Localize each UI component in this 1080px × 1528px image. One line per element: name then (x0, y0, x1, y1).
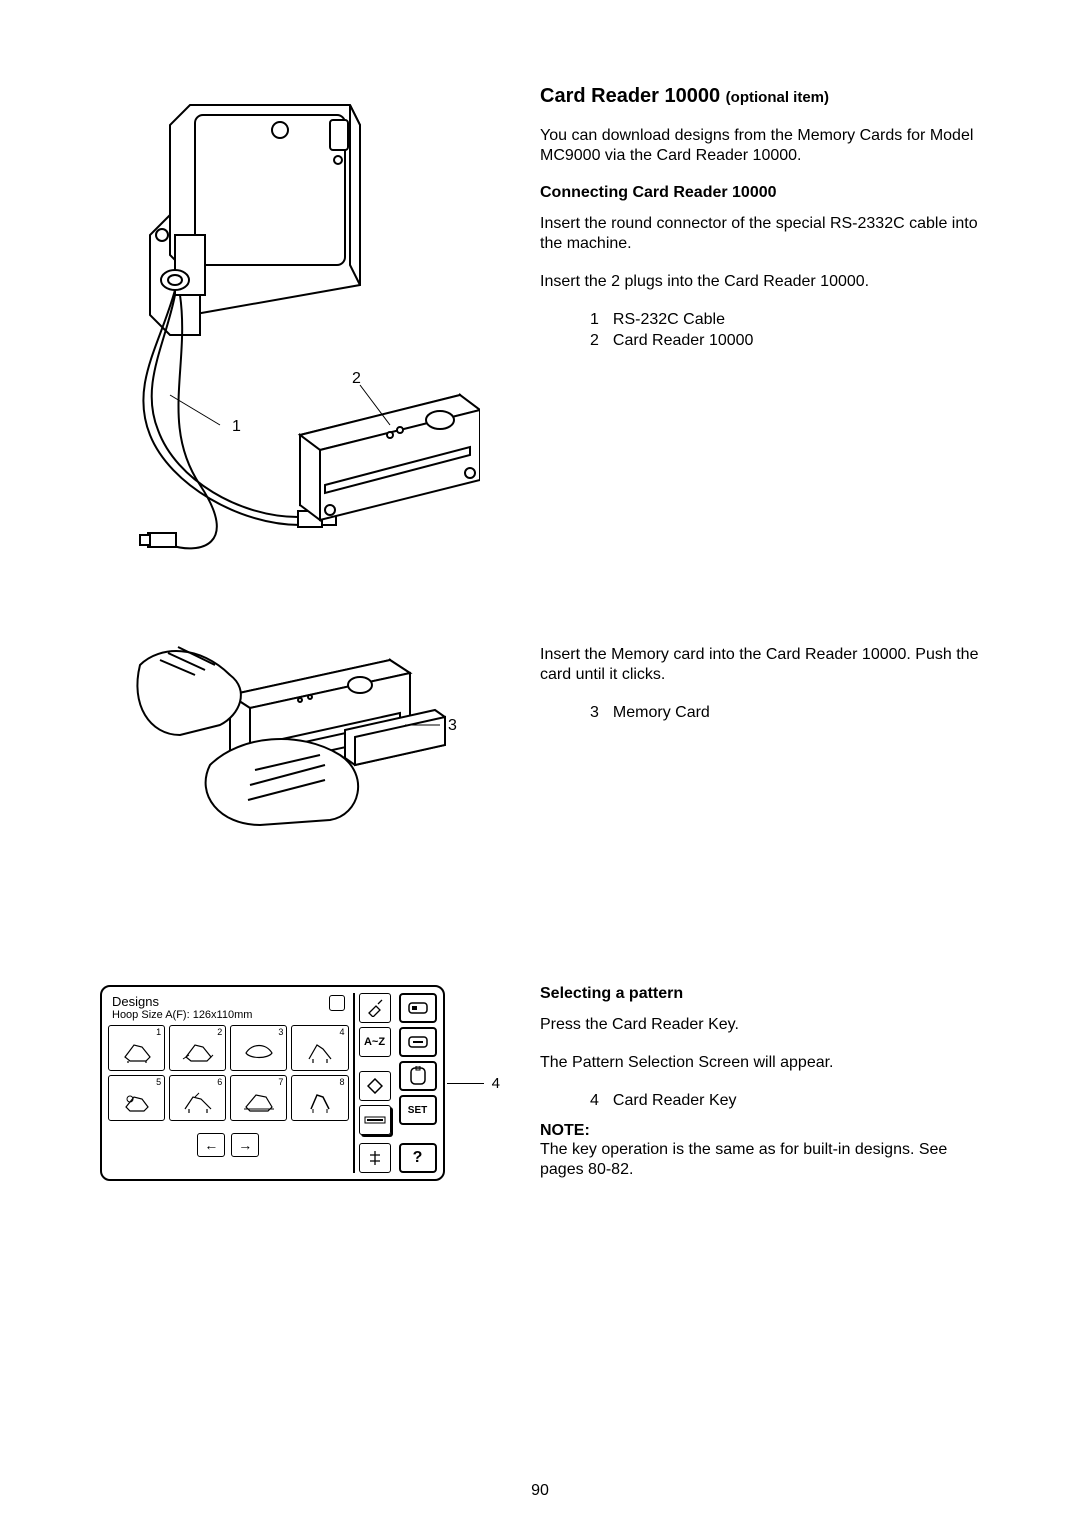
design-cell-7[interactable]: 7 (230, 1075, 287, 1121)
connection-diagram-svg: 1 2 (100, 85, 480, 565)
list-num-1: 1 (590, 310, 599, 331)
design-grid: 1 2 3 4 5 6 7 8 (108, 1025, 349, 1121)
screen-title: Designs (112, 995, 345, 1009)
section-selecting-pattern: Designs Hoop Size A(F): 126x110mm 1 2 3 … (100, 985, 990, 1181)
design-cell-8[interactable]: 8 (291, 1075, 348, 1121)
connect-step-1: Insert the round connector of the specia… (540, 214, 990, 254)
callout-1: 1 (232, 418, 241, 435)
design-cell-1[interactable]: 1 (108, 1025, 165, 1071)
az-button[interactable]: A~Z (359, 1027, 391, 1057)
callout-leader-4 (447, 1083, 484, 1084)
mode-button-2[interactable] (399, 1027, 437, 1057)
note-block: NOTE: The key operation is the same as f… (540, 1122, 990, 1180)
screen-header: Designs Hoop Size A(F): 126x110mm (108, 993, 349, 1025)
section-memory-card: 3 Insert the Memory card into the Card R… (100, 635, 990, 865)
screen-side-column-1: A~Z (353, 993, 391, 1173)
section-title: Card Reader 10000 (optional item) (540, 85, 990, 108)
page-prev-button[interactable]: ← (197, 1133, 225, 1157)
page-next-button[interactable]: → (231, 1133, 259, 1157)
design-cell-3[interactable]: 3 (230, 1025, 287, 1071)
note-text: The key operation is the same as for bui… (540, 1141, 947, 1178)
illustration-insert-card: 3 (100, 635, 500, 835)
speaker-icon (329, 995, 345, 1011)
help-button[interactable]: ? (399, 1143, 437, 1173)
list-label-3: Memory Card (613, 703, 710, 724)
pattern-selection-screen: Designs Hoop Size A(F): 126x110mm 1 2 3 … (100, 985, 500, 1181)
list-num-2: 2 (590, 331, 599, 352)
mode-button-1[interactable] (399, 993, 437, 1023)
page-number: 90 (531, 1482, 549, 1500)
list-label-1: RS-232C Cable (613, 310, 725, 331)
intro-text: You can download designs from the Memory… (540, 126, 990, 166)
card-slot-button[interactable] (359, 1105, 391, 1135)
design-cell-6[interactable]: 6 (169, 1075, 226, 1121)
list-label-4: Card Reader Key (613, 1091, 737, 1112)
section-card-reader: 1 2 Card Reader 10000 (optional item) Yo… (100, 85, 990, 595)
list-label-2: Card Reader 10000 (613, 331, 754, 352)
card-reader-key-list: 4 Card Reader Key (540, 1091, 990, 1112)
design-cell-2[interactable]: 2 (169, 1025, 226, 1071)
screen-appear-text: The Pattern Selection Screen will appear… (540, 1053, 990, 1073)
screen-side-column-2: SET ? (395, 993, 437, 1173)
design-cell-5[interactable]: 5 (108, 1075, 165, 1121)
selecting-pattern-heading: Selecting a pattern (540, 985, 990, 1003)
callout-2: 2 (352, 370, 361, 387)
list-num-3: 3 (590, 703, 599, 724)
tool-icon-button[interactable] (359, 993, 391, 1023)
illustration-connection: 1 2 (100, 85, 500, 595)
pagination-arrows: ← → (108, 1133, 349, 1157)
set-button[interactable]: SET (399, 1095, 437, 1125)
title-subtitle: (optional item) (726, 89, 829, 106)
press-key-text: Press the Card Reader Key. (540, 1015, 990, 1035)
hoop-size-label: Hoop Size A(F): 126x110mm (112, 1009, 345, 1021)
callout-3: 3 (448, 717, 457, 734)
callout-4: 4 (492, 1075, 500, 1092)
note-label: NOTE: (540, 1122, 590, 1139)
insert-card-text: Insert the Memory card into the Card Rea… (540, 645, 990, 685)
hoop-button[interactable] (399, 1061, 437, 1091)
parts-list: 1 RS-232C Cable 2 Card Reader 10000 (540, 310, 990, 352)
design-cell-4[interactable]: 4 (291, 1025, 348, 1071)
adjust-button[interactable] (359, 1143, 391, 1173)
list-num-4: 4 (590, 1091, 599, 1112)
diamond-button[interactable] (359, 1071, 391, 1101)
connect-step-2: Insert the 2 plugs into the Card Reader … (540, 272, 990, 292)
manual-page: 1 2 Card Reader 10000 (optional item) Yo… (0, 0, 1080, 1528)
title-main: Card Reader 10000 (540, 85, 720, 107)
connecting-heading: Connecting Card Reader 10000 (540, 184, 990, 202)
memory-card-list: 3 Memory Card (540, 703, 990, 724)
